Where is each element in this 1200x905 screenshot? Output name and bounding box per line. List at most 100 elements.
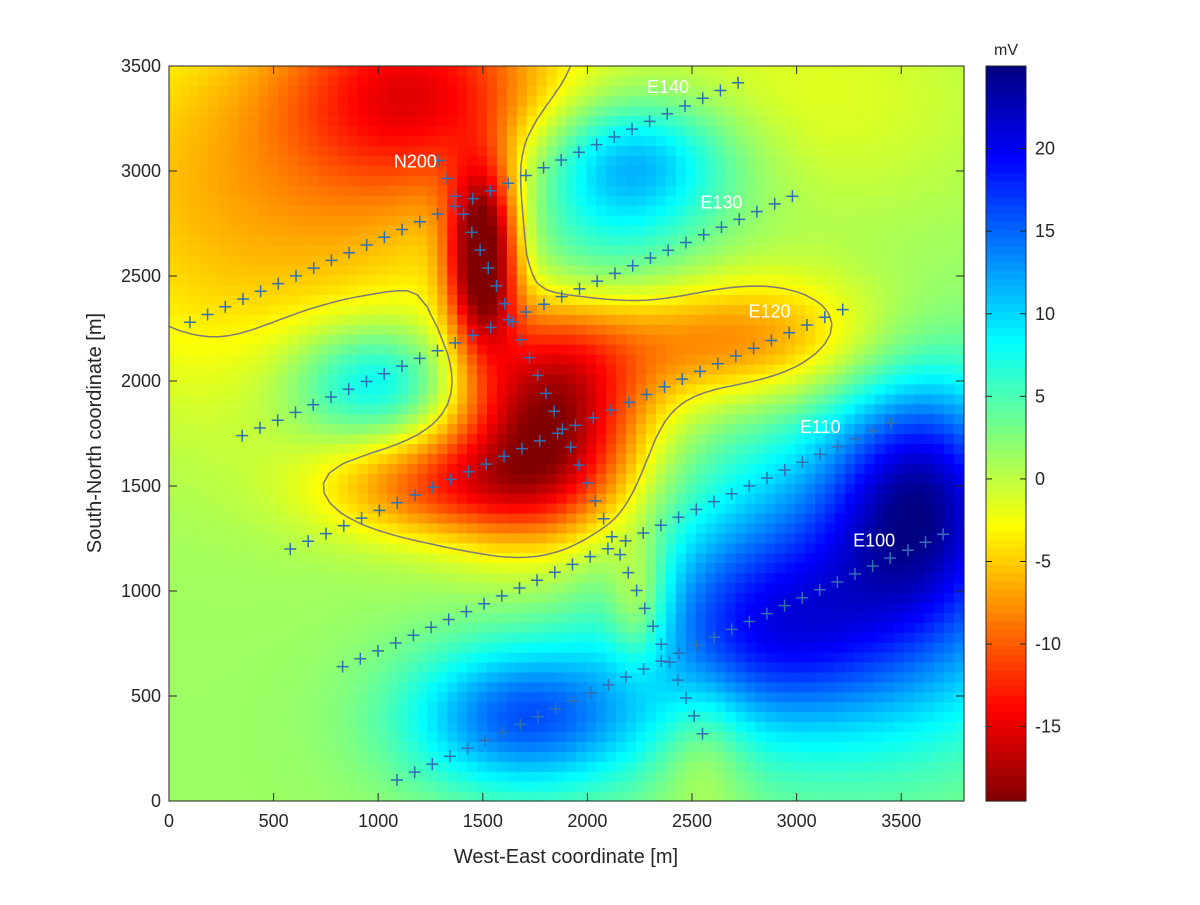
heatmap-cell bbox=[377, 195, 389, 206]
heatmap-cell bbox=[874, 214, 886, 226]
heatmap-cell bbox=[357, 632, 369, 643]
heatmap-cell bbox=[477, 503, 488, 514]
heatmap-cell bbox=[944, 751, 955, 762]
heatmap-cell bbox=[208, 681, 220, 693]
heatmap-cell bbox=[636, 691, 647, 703]
heatmap-cell bbox=[268, 274, 279, 286]
heatmap-cell bbox=[705, 413, 717, 425]
heatmap-cell bbox=[795, 602, 806, 613]
heatmap-cell bbox=[576, 304, 587, 315]
heatmap-cell bbox=[169, 473, 180, 484]
heatmap-cell bbox=[178, 175, 190, 186]
heatmap-cell bbox=[417, 652, 428, 663]
heatmap-cell bbox=[626, 612, 637, 623]
heatmap-cell bbox=[576, 393, 587, 405]
heatmap-cell bbox=[626, 304, 637, 315]
heatmap-cell bbox=[636, 731, 647, 742]
heatmap-cell bbox=[695, 423, 707, 435]
heatmap-cell bbox=[775, 363, 786, 375]
heatmap-cell bbox=[894, 761, 905, 772]
heatmap-cell bbox=[864, 632, 876, 643]
heatmap-cell bbox=[387, 214, 399, 226]
heatmap-cell bbox=[904, 274, 915, 286]
heatmap-cell bbox=[904, 681, 915, 693]
heatmap-cell bbox=[298, 195, 309, 206]
heatmap-cell bbox=[626, 205, 637, 216]
heatmap-cell bbox=[516, 681, 528, 693]
heatmap-cell bbox=[785, 244, 796, 256]
heatmap-cell bbox=[198, 681, 210, 693]
heatmap-cell bbox=[328, 741, 339, 752]
heatmap-cell bbox=[228, 701, 240, 713]
heatmap-cell bbox=[417, 483, 428, 494]
heatmap-cell bbox=[675, 344, 687, 355]
heatmap-cell bbox=[487, 423, 498, 435]
heatmap-cell bbox=[487, 661, 498, 673]
heatmap-cell bbox=[864, 602, 876, 613]
heatmap-cell bbox=[854, 205, 866, 216]
heatmap-cell bbox=[775, 503, 786, 514]
heatmap-cell bbox=[377, 244, 389, 256]
heatmap-cell bbox=[298, 294, 309, 305]
heatmap-cell bbox=[765, 612, 776, 623]
heatmap-cell bbox=[248, 205, 260, 216]
heatmap-cell bbox=[904, 443, 915, 454]
heatmap-cell bbox=[854, 512, 866, 524]
heatmap-cell bbox=[467, 413, 478, 425]
heatmap-cell bbox=[188, 622, 200, 633]
heatmap-cell bbox=[665, 195, 677, 206]
heatmap-cell bbox=[795, 423, 806, 435]
heatmap-cell bbox=[238, 453, 250, 464]
heatmap-cell bbox=[795, 443, 806, 454]
heatmap-cell bbox=[228, 244, 240, 256]
heatmap-cell bbox=[805, 443, 816, 454]
heatmap-cell bbox=[387, 493, 399, 504]
heatmap-cell bbox=[665, 602, 677, 613]
heatmap-cell bbox=[934, 542, 945, 554]
heatmap-cell bbox=[934, 652, 945, 663]
heatmap-cell bbox=[745, 363, 756, 375]
heatmap-cell bbox=[387, 771, 399, 782]
heatmap-cell bbox=[387, 443, 399, 454]
heatmap-cell bbox=[387, 195, 399, 206]
heatmap-cell bbox=[487, 781, 498, 792]
heatmap-cell bbox=[238, 791, 250, 802]
heatmap-cell bbox=[437, 304, 448, 315]
heatmap-cell bbox=[914, 314, 925, 325]
heatmap-cell bbox=[924, 324, 935, 335]
heatmap-cell bbox=[437, 493, 448, 504]
heatmap-cell bbox=[795, 354, 806, 365]
heatmap-cell bbox=[685, 244, 697, 256]
heatmap-cell bbox=[586, 771, 597, 782]
heatmap-cell bbox=[496, 781, 508, 792]
heatmap-cell bbox=[636, 671, 647, 683]
heatmap-cell bbox=[904, 234, 915, 246]
heatmap-cell bbox=[477, 363, 488, 375]
heatmap-cell bbox=[566, 532, 578, 544]
heatmap-cell bbox=[248, 383, 260, 395]
heatmap-cell bbox=[546, 443, 558, 454]
heatmap-cell bbox=[347, 532, 359, 544]
heatmap-cell bbox=[328, 274, 339, 286]
heatmap-cell bbox=[258, 284, 269, 296]
heatmap-cell bbox=[467, 592, 478, 603]
heatmap-cell bbox=[437, 731, 448, 742]
heatmap-cell bbox=[208, 731, 220, 742]
heatmap-cell bbox=[566, 205, 578, 216]
heatmap-cell bbox=[258, 562, 269, 574]
heatmap-cell bbox=[924, 671, 935, 683]
heatmap-cell bbox=[596, 771, 607, 782]
heatmap-cell bbox=[944, 791, 955, 802]
heatmap-cell bbox=[665, 701, 677, 713]
heatmap-cell bbox=[328, 433, 339, 445]
heatmap-cell bbox=[705, 254, 717, 266]
heatmap-cell bbox=[765, 661, 776, 673]
heatmap-cell bbox=[864, 423, 876, 435]
heatmap-cell bbox=[576, 254, 587, 266]
heatmap-cell bbox=[566, 582, 578, 594]
heatmap-cell bbox=[705, 304, 717, 315]
heatmap-cell bbox=[198, 274, 210, 286]
heatmap-cell bbox=[606, 214, 617, 226]
heatmap-cell bbox=[765, 592, 776, 603]
